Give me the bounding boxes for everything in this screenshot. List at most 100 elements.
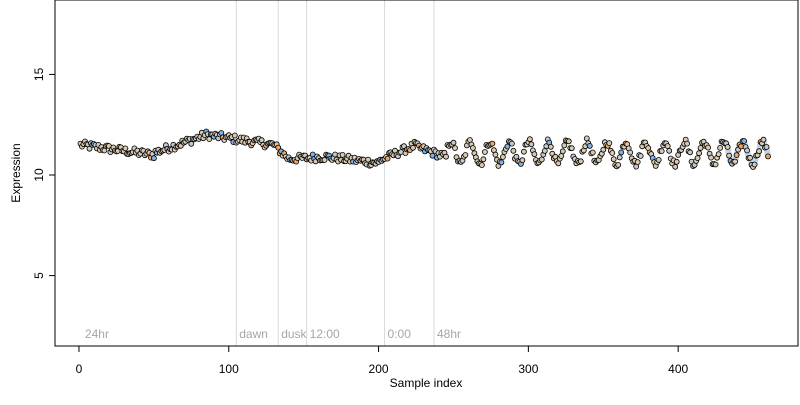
data-point bbox=[480, 156, 487, 163]
data-point bbox=[687, 149, 693, 156]
data-point bbox=[715, 151, 722, 158]
data-point bbox=[724, 144, 731, 150]
data-point bbox=[672, 163, 679, 170]
x-tick-label: 300 bbox=[518, 362, 538, 376]
data-point bbox=[462, 152, 469, 158]
y-tick-label: 15 bbox=[32, 67, 46, 81]
plot-frame bbox=[54, 0, 799, 347]
x-tick-label: 400 bbox=[668, 362, 688, 376]
data-point bbox=[504, 143, 511, 150]
data-point bbox=[519, 157, 526, 164]
data-point bbox=[469, 145, 476, 151]
data-point bbox=[760, 136, 767, 143]
data-point bbox=[508, 140, 515, 147]
data-point bbox=[763, 144, 770, 150]
data-point bbox=[708, 154, 714, 161]
vertical-markers: 24hr dawn dusk 12:00 0:00 48hr bbox=[85, 0, 461, 346]
data-point bbox=[478, 162, 485, 169]
data-point bbox=[321, 157, 328, 163]
data-point bbox=[481, 149, 488, 155]
data-point bbox=[365, 156, 372, 163]
data-point bbox=[492, 151, 499, 158]
data-point bbox=[756, 148, 762, 155]
data-point bbox=[150, 155, 157, 162]
data-point bbox=[527, 136, 533, 143]
data-point bbox=[634, 159, 641, 166]
data-point bbox=[765, 153, 771, 160]
data-point bbox=[637, 153, 644, 159]
data-point bbox=[531, 151, 538, 158]
data-points bbox=[77, 128, 771, 170]
data-point bbox=[586, 142, 593, 149]
y-axis-label: Expression bbox=[9, 143, 23, 202]
data-point bbox=[600, 146, 607, 153]
marker-label: dusk bbox=[281, 327, 307, 341]
data-point bbox=[275, 144, 282, 151]
data-point bbox=[547, 143, 554, 150]
data-point bbox=[733, 152, 740, 159]
data-point bbox=[450, 139, 457, 146]
data-point bbox=[86, 145, 93, 152]
data-point bbox=[726, 152, 732, 159]
marker-label: 48hr bbox=[437, 327, 461, 341]
x-axis-label: Sample index bbox=[390, 376, 463, 390]
data-point bbox=[499, 154, 506, 160]
data-point bbox=[122, 145, 129, 152]
data-point bbox=[744, 147, 750, 154]
data-point bbox=[618, 149, 625, 156]
data-point bbox=[384, 155, 391, 162]
data-point bbox=[528, 141, 535, 148]
data-point bbox=[555, 160, 562, 167]
data-point bbox=[684, 140, 690, 147]
data-point bbox=[741, 138, 747, 144]
data-point bbox=[627, 149, 634, 156]
marker-label: dawn bbox=[239, 327, 268, 341]
marker-label: 0:00 bbox=[388, 327, 412, 341]
data-point bbox=[616, 154, 623, 161]
data-point bbox=[510, 147, 517, 154]
data-point bbox=[751, 161, 758, 168]
y-tick-label: 10 bbox=[32, 168, 46, 182]
y-axis: 5 10 15 bbox=[32, 67, 56, 279]
data-point bbox=[589, 149, 596, 156]
data-point bbox=[188, 140, 195, 147]
data-point bbox=[498, 159, 505, 166]
data-point bbox=[339, 151, 346, 158]
marker-label: 12:00 bbox=[310, 327, 340, 341]
data-point bbox=[521, 148, 527, 155]
data-point bbox=[666, 147, 673, 154]
data-point bbox=[541, 147, 548, 154]
data-point bbox=[606, 140, 613, 147]
data-point bbox=[231, 132, 238, 139]
data-point bbox=[696, 150, 702, 157]
data-point bbox=[732, 158, 738, 165]
data-point bbox=[747, 154, 753, 161]
data-point bbox=[559, 148, 566, 155]
data-point bbox=[658, 148, 665, 155]
data-point bbox=[558, 153, 565, 159]
x-tick-label: 100 bbox=[219, 362, 239, 376]
data-point bbox=[610, 156, 617, 163]
data-point bbox=[443, 153, 449, 160]
data-point bbox=[694, 155, 701, 162]
data-point bbox=[452, 145, 458, 152]
data-point bbox=[717, 144, 723, 151]
data-point bbox=[565, 138, 572, 145]
data-point bbox=[712, 161, 719, 168]
marker-label: 24hr bbox=[85, 327, 109, 341]
data-point bbox=[615, 161, 622, 168]
x-tick-label: 200 bbox=[369, 362, 389, 376]
data-point bbox=[410, 144, 416, 151]
data-point bbox=[609, 150, 616, 156]
data-point bbox=[664, 143, 671, 150]
data-point bbox=[673, 158, 680, 165]
data-point bbox=[538, 156, 545, 163]
data-point bbox=[568, 145, 575, 152]
data-point bbox=[583, 135, 590, 142]
data-point bbox=[561, 142, 568, 149]
x-tick-label: 0 bbox=[76, 362, 83, 376]
data-point bbox=[655, 156, 662, 163]
data-point bbox=[489, 140, 496, 147]
